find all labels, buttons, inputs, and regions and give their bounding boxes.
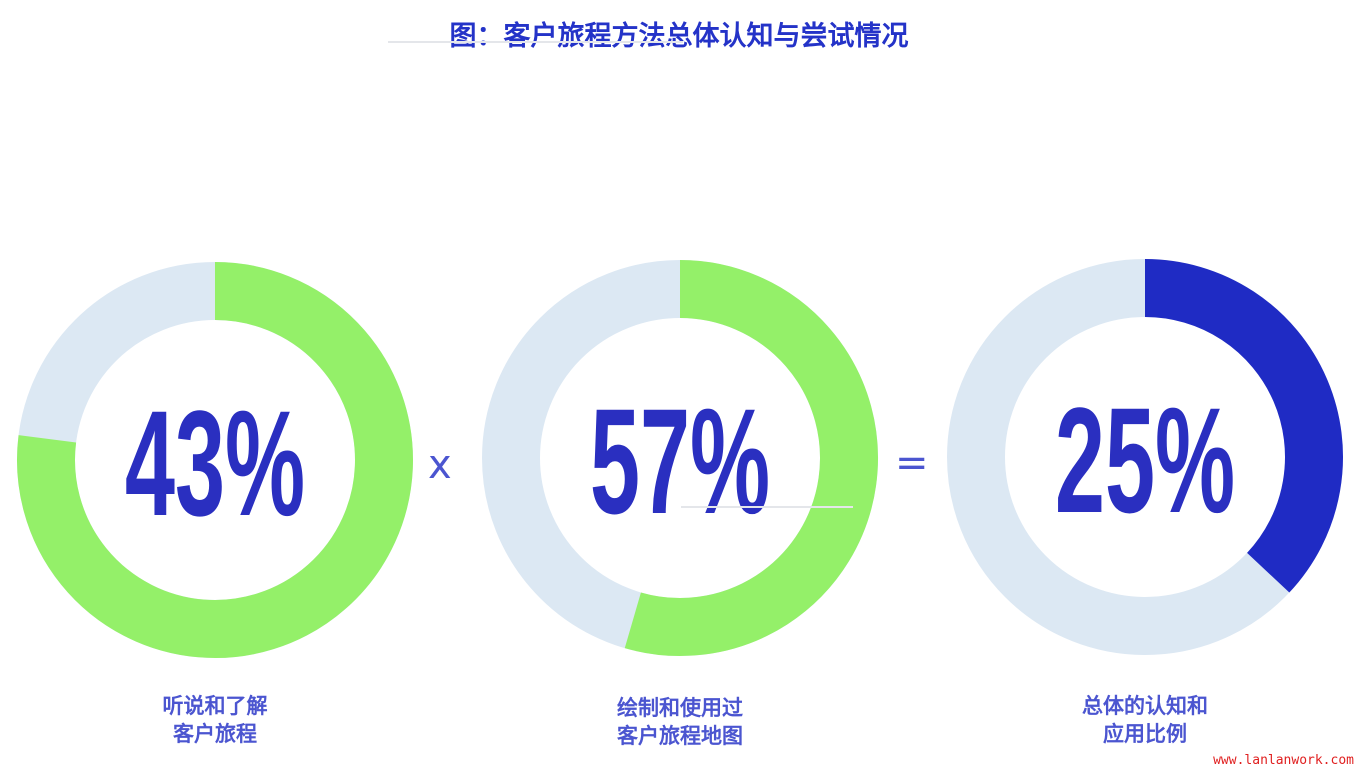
label-line: 应用比例 [1103, 722, 1187, 746]
label-line: 客户旅程 [173, 722, 257, 746]
label-line: 总体的认知和 [1082, 694, 1208, 718]
donut-label-3: 总体的认知和 应用比例 [975, 692, 1315, 748]
multiply-operator: x [428, 442, 452, 488]
percent-value: 25% [1055, 377, 1235, 544]
donut-segment [1144, 259, 1343, 593]
chart-title: 图：客户旅程方法总体认知与尝试情况 [449, 21, 909, 52]
donut-segment [624, 260, 878, 656]
equals-operator: = [895, 440, 929, 486]
watermark: www.lanlanwork.com [1213, 753, 1354, 768]
donut-label-1: 听说和了解 客户旅程 [45, 692, 385, 748]
label-line: 客户旅程地图 [617, 724, 743, 748]
percent-value: 43% [125, 380, 305, 547]
percent-value: 57% [590, 378, 770, 545]
donut-segment [17, 262, 413, 658]
label-line: 绘制和使用过 [617, 696, 743, 720]
label-line: 听说和了解 [162, 694, 268, 718]
donut-label-2: 绘制和使用过 客户旅程地图 [510, 694, 850, 750]
